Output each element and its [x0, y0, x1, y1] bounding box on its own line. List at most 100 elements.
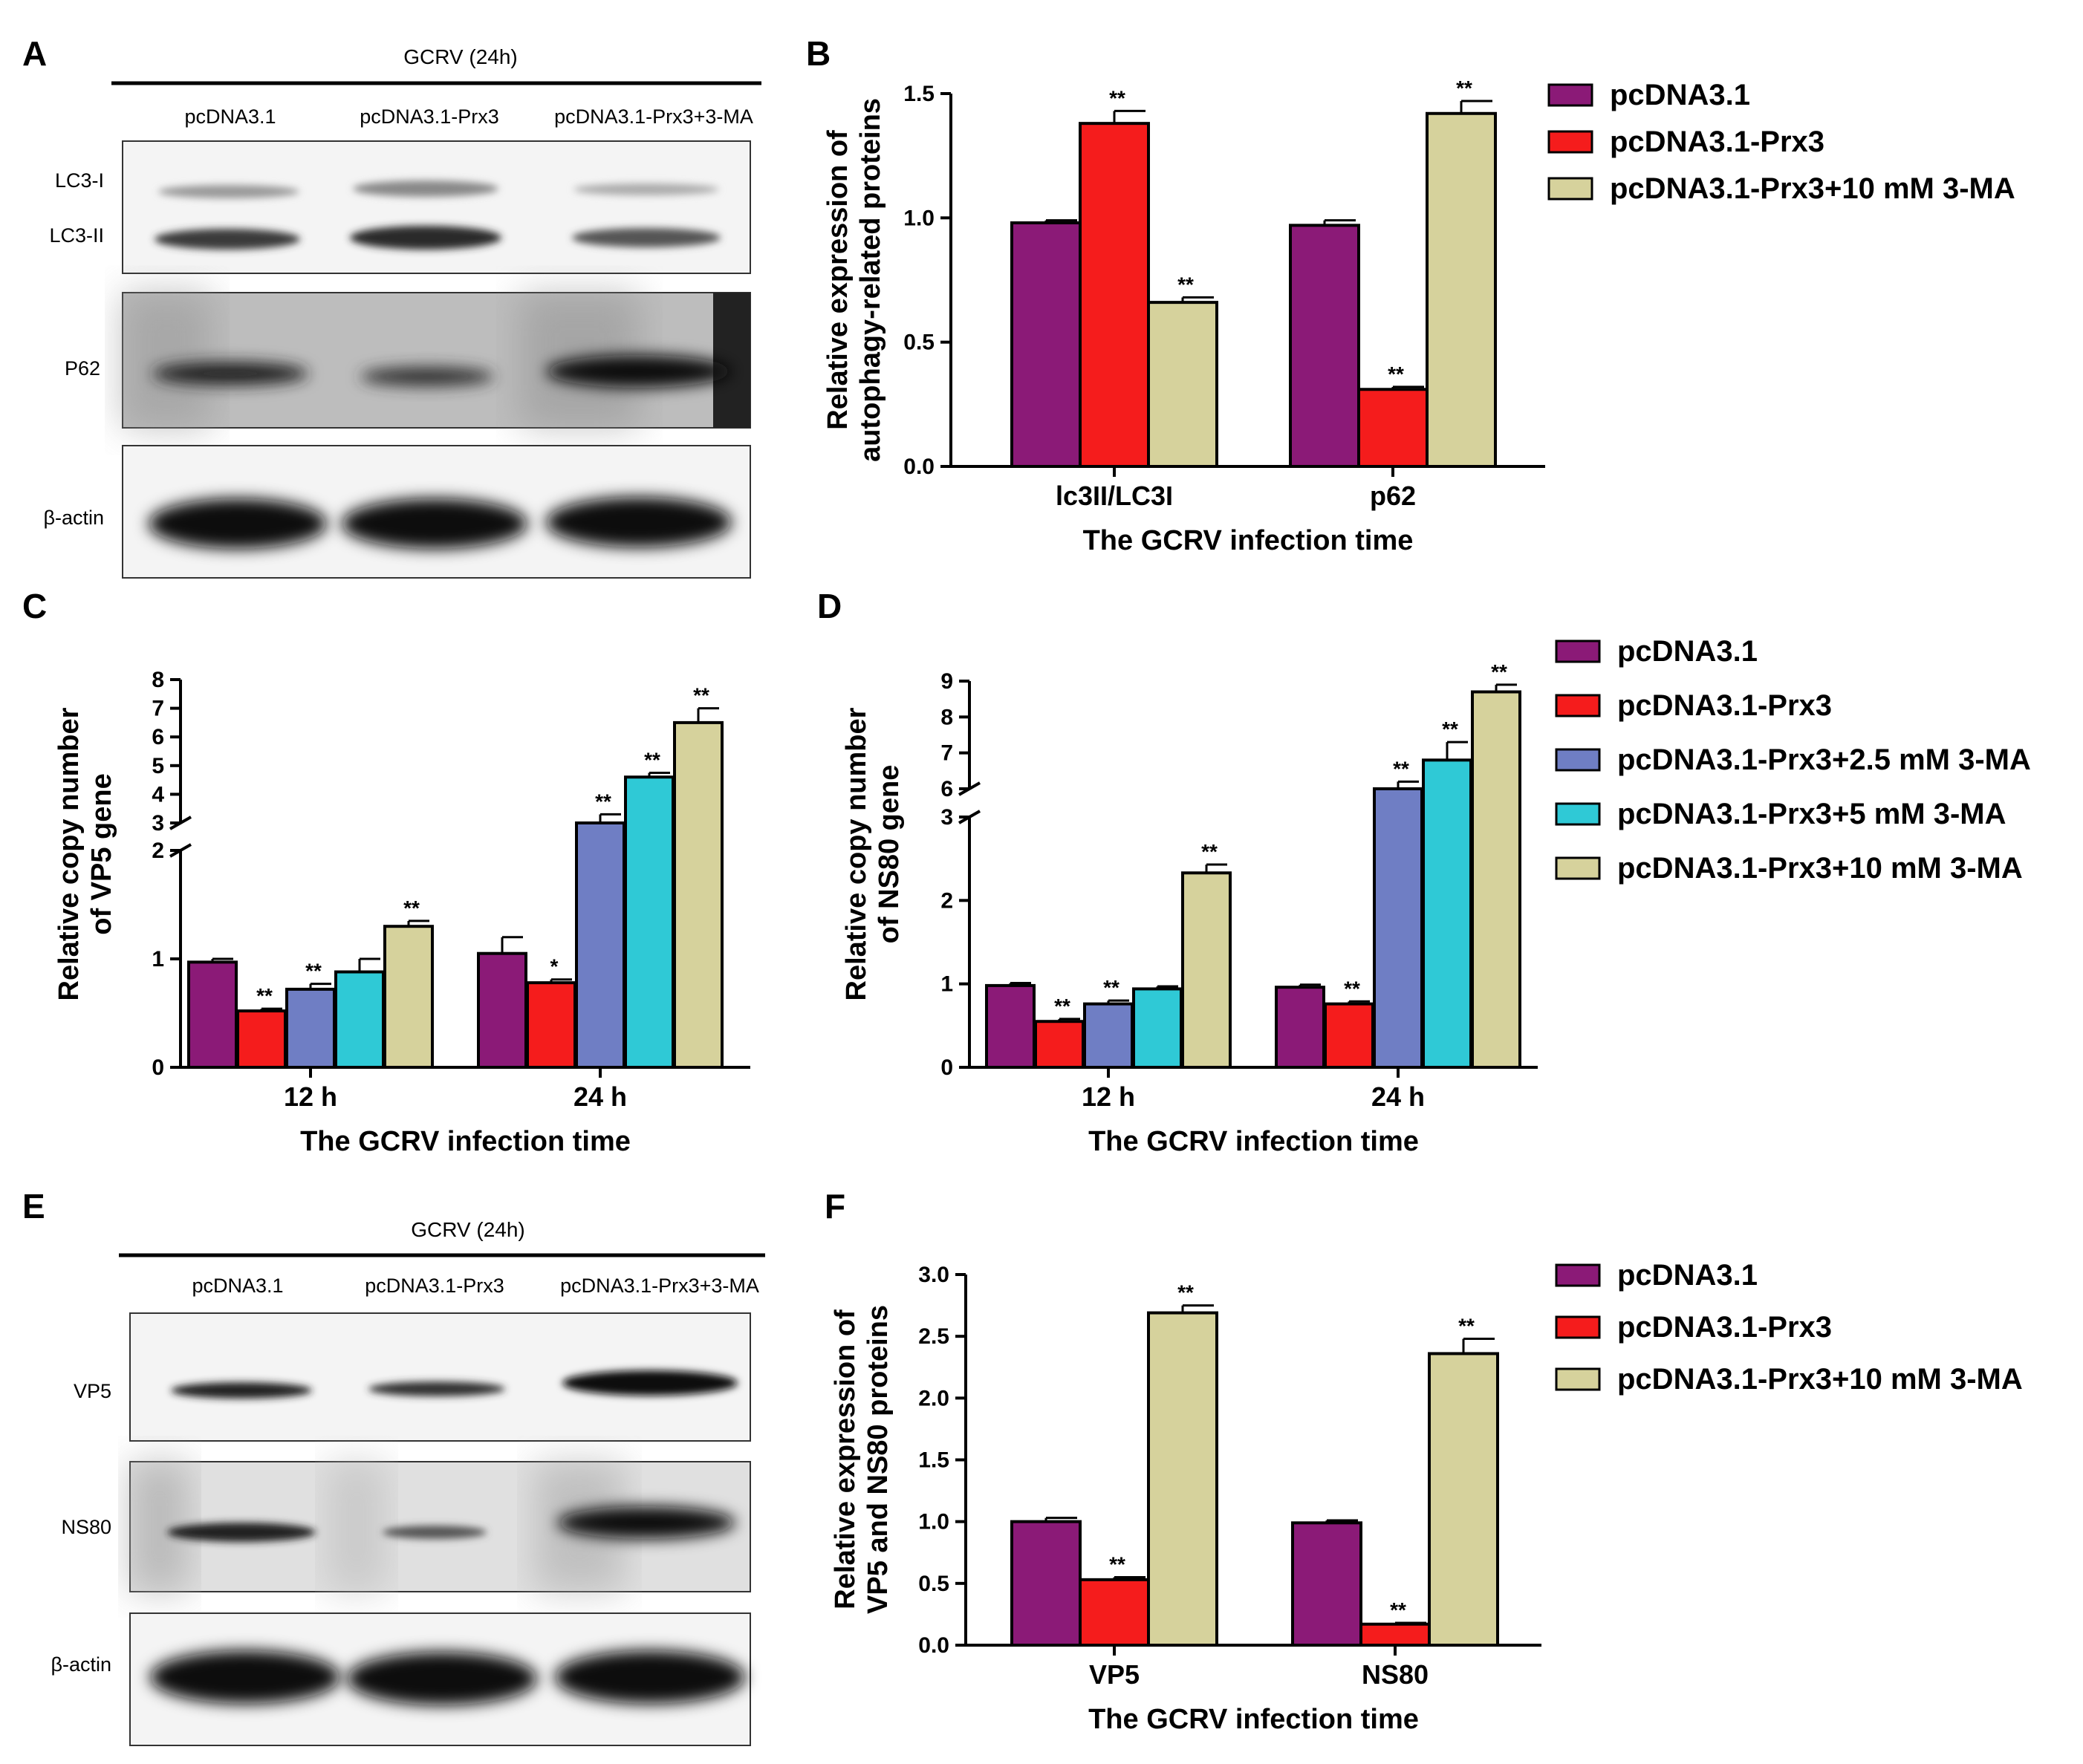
chart-d-sig-2-0: ** — [1103, 976, 1120, 999]
panel-letter-c: C — [22, 587, 47, 625]
blot-a-header: GCRV (24h) — [403, 45, 518, 68]
blot-a-lane-1: pcDNA3.1 — [184, 105, 276, 128]
chart-c-bar-0-0 — [187, 960, 238, 1069]
legend-f-swatch-0 — [1555, 1263, 1601, 1287]
chart-f-bar-0-0 — [1010, 1520, 1082, 1647]
blot-a-p62-membrane — [122, 292, 751, 429]
chart-c-bar-4-0 — [383, 925, 434, 1069]
chart-f-ylabel-line-1: VP5 and NS80 proteins — [862, 1305, 894, 1614]
chart-c-ylabel-line-1: of VP5 gene — [86, 773, 117, 935]
chart-b-bar-1-1 — [1357, 388, 1429, 469]
chart-b-xlabel: The GCRV infection time — [1083, 525, 1414, 556]
legend-b-label-0: pcDNA3.1 — [1610, 79, 1750, 111]
blot-a-lane-2: pcDNA3.1-Prx3 — [360, 105, 499, 128]
blot-e-label-ns80: NS80 — [61, 1516, 111, 1538]
chart-d-xtick-label-1: 24 h — [1371, 1081, 1425, 1112]
chart-f-bar-2-0 — [1147, 1311, 1218, 1647]
chart-c-sig-1-1: * — [550, 955, 559, 978]
panel-letter-a: A — [22, 34, 47, 73]
chart-d-bar-1-1 — [1324, 1002, 1374, 1070]
chart-d-sig-3-1: ** — [1442, 717, 1458, 741]
legend-d-label-4: pcDNA3.1-Prx3+10 mM 3-MA — [1617, 852, 2023, 885]
chart-b-bar-1-0 — [1079, 122, 1150, 468]
chart-b-sig-1-0: ** — [1109, 86, 1125, 109]
chart-c-bar-0-1 — [477, 951, 527, 1069]
chart-d-ytick-label-5: 7 — [940, 741, 953, 766]
chart-d-bar-0-1 — [1275, 986, 1325, 1070]
chart-c-ylabel: Relative copy numberof VP5 gene — [53, 707, 117, 1000]
chart-f-bar-2-1 — [1428, 1352, 1499, 1647]
chart-b-sig-2-1: ** — [1456, 77, 1472, 100]
chart-b-ylabel-line-0: Relative expression of — [822, 130, 854, 430]
chart-f-ytick-label-6: 3.0 — [918, 1263, 949, 1287]
chart-c-ytick-label-8: 8 — [152, 668, 164, 692]
blot-e-vp5-membrane — [129, 1312, 751, 1442]
chart-f-sig-2-1: ** — [1458, 1314, 1475, 1337]
chart-c-bar-4-1 — [673, 720, 724, 1070]
legend-d-swatch-1 — [1555, 694, 1601, 717]
chart-d-sig-4-1: ** — [1491, 660, 1507, 683]
legend-d-swatch-0 — [1555, 639, 1601, 663]
chart-c-ytick-label-7: 7 — [152, 697, 164, 721]
chart-f-ytick-label-0: 0.0 — [918, 1633, 949, 1658]
chart-c-bar-3-0 — [334, 970, 385, 1070]
chart-d-bar-1-0 — [1034, 1020, 1085, 1070]
chart-c-xtick-label-1: 24 h — [573, 1081, 627, 1112]
chart-b-sig-1-1: ** — [1388, 362, 1404, 385]
chart-f-xtick-label-0: VP5 — [1089, 1659, 1140, 1690]
chart-f: ** ** ** ** 0.0 0.5 1.0 1.5 2.0 2.5 3.0 VP5 NS80 The … — [830, 1263, 1541, 1735]
chart-c-ytick-label-4: 4 — [152, 782, 164, 807]
chart-f-ylabel: Relative expression ofVP5 and NS80 prote… — [830, 1305, 894, 1614]
legend-f: pcDNA3.1 pcDNA3.1-Prx3 pcDNA3.1-Prx3+10 mM… — [1555, 1259, 2023, 1396]
chart-d-ytick-label-0: 0 — [940, 1055, 953, 1080]
legend-d-label-1: pcDNA3.1-Prx3 — [1617, 689, 1832, 722]
chart-b-ytick-label-1: 0.5 — [903, 331, 935, 355]
chart-b-ytick-label-2: 1.0 — [903, 206, 935, 230]
blot-e-actin-membrane — [129, 1612, 751, 1746]
chart-c-xtick-label-0: 12 h — [284, 1081, 337, 1112]
chart-d-bar-3-1 — [1422, 758, 1472, 1069]
legend-d-label-2: pcDNA3.1-Prx3+2.5 mM 3-MA — [1617, 743, 2031, 776]
chart-b-bar-0-1 — [1289, 224, 1360, 468]
legend-b-label-1: pcDNA3.1-Prx3 — [1610, 126, 1824, 158]
chart-f-bar-1-1 — [1359, 1622, 1431, 1647]
chart-b-ytick-label-0: 0.0 — [903, 455, 935, 479]
chart-f-sig-1-0: ** — [1109, 1553, 1125, 1576]
chart-f-sig-1-1: ** — [1390, 1598, 1406, 1621]
chart-d-ytick-label-3: 3 — [940, 805, 953, 830]
chart-b-sig-2-0: ** — [1177, 273, 1194, 296]
blot-a-label-lc3i: LC3-I — [55, 169, 104, 192]
legend-b-swatch-2 — [1547, 177, 1593, 201]
blot-e-header: GCRV (24h) — [411, 1218, 525, 1241]
blot-a-label-p62: P62 — [65, 357, 100, 380]
legend-d-label-0: pcDNA3.1 — [1617, 635, 1758, 668]
panel-letter-d: D — [817, 587, 842, 625]
legend-f-label-0: pcDNA3.1 — [1617, 1259, 1758, 1292]
blot-a-lc3-membrane — [122, 140, 751, 274]
chart-c-ylabel-line-0: Relative copy number — [53, 707, 85, 1000]
chart-c-bar-3-1 — [624, 775, 675, 1069]
chart-d-ytick-label-6: 8 — [940, 705, 953, 729]
chart-d-bar-2-0 — [1083, 1002, 1134, 1070]
chart-b: ** ** ** ** 0.0 0.5 1.0 1.5 lc3II/LC3I p62 The GCR… — [822, 77, 1545, 556]
chart-d-bar-2-1 — [1373, 787, 1423, 1069]
legend-d-swatch-3 — [1555, 802, 1601, 826]
chart-d-bar-3-0 — [1132, 987, 1183, 1069]
legend-d-label-3: pcDNA3.1-Prx3+5 mM 3-MA — [1617, 798, 2006, 830]
blot-a-label-lc3ii: LC3-II — [49, 224, 104, 247]
chart-b-xtick-label-1: p62 — [1370, 481, 1416, 511]
chart-b-bar-0-0 — [1010, 221, 1082, 468]
blot-e-lane-3: pcDNA3.1-Prx3+3-MA — [560, 1275, 759, 1297]
legend-d-swatch-4 — [1555, 856, 1601, 880]
chart-c-ytick-label-2: 2 — [152, 839, 164, 863]
legend-d-swatch-2 — [1555, 748, 1601, 772]
chart-d-ylabel: Relative copy numberof NS80 gene — [841, 707, 905, 1000]
chart-b-ytick-label-3: 1.5 — [903, 82, 935, 106]
chart-d-ytick-label-4: 6 — [940, 777, 953, 801]
chart-f-ytick-label-2: 1.0 — [918, 1510, 949, 1534]
chart-c-ytick-label-5: 5 — [152, 754, 164, 778]
chart-b-xtick-label-0: lc3II/LC3I — [1056, 481, 1173, 511]
chart-f-sig-2-0: ** — [1177, 1281, 1194, 1304]
